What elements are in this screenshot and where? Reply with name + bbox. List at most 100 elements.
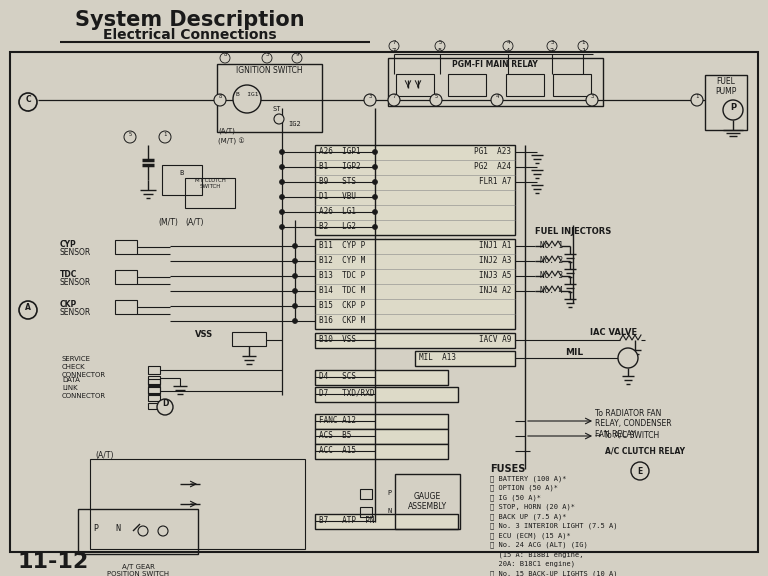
Text: VSS: VSS xyxy=(195,330,214,339)
Text: PGM-FI MAIN RELAY: PGM-FI MAIN RELAY xyxy=(452,60,538,69)
Text: B15  CKP P: B15 CKP P xyxy=(319,301,366,310)
Text: SENSOR: SENSOR xyxy=(60,308,91,317)
Text: PG2  A24: PG2 A24 xyxy=(474,162,511,171)
Text: ⑥ No. 3 INTERIOR LIGHT (7.5 A): ⑥ No. 3 INTERIOR LIGHT (7.5 A) xyxy=(490,522,617,529)
Circle shape xyxy=(293,244,297,248)
Circle shape xyxy=(280,150,284,154)
Circle shape xyxy=(293,319,297,324)
Text: 9: 9 xyxy=(296,52,299,58)
Text: ① BATTERY (100 A)*: ① BATTERY (100 A)* xyxy=(490,475,567,482)
Text: E: E xyxy=(637,467,643,476)
Text: B13  TDC P: B13 TDC P xyxy=(319,271,366,280)
Text: ③ IG (50 A)*: ③ IG (50 A)* xyxy=(490,494,541,501)
Text: P: P xyxy=(388,490,392,496)
Bar xyxy=(315,239,515,329)
Circle shape xyxy=(274,114,284,124)
Text: LINK: LINK xyxy=(62,385,78,391)
Circle shape xyxy=(293,289,297,294)
Text: GAUGE
ASSEMBLY: GAUGE ASSEMBLY xyxy=(408,492,446,511)
Text: 3: 3 xyxy=(551,40,554,44)
Circle shape xyxy=(19,93,37,111)
Bar xyxy=(315,333,515,348)
Circle shape xyxy=(293,304,297,309)
Text: No. 1: No. 1 xyxy=(540,241,563,250)
Bar xyxy=(148,376,160,384)
Circle shape xyxy=(578,41,588,51)
Bar xyxy=(115,240,137,254)
Text: 1: 1 xyxy=(164,131,167,137)
Text: D4   SCS: D4 SCS xyxy=(319,372,356,381)
Bar xyxy=(148,403,160,409)
Bar xyxy=(115,270,137,284)
Text: ④ STOP, HORN (20 A)*: ④ STOP, HORN (20 A)* xyxy=(490,503,575,510)
Circle shape xyxy=(124,131,136,143)
Text: CHECK: CHECK xyxy=(62,364,85,370)
Text: SENSOR: SENSOR xyxy=(60,248,91,257)
Text: INJ2 A3: INJ2 A3 xyxy=(478,256,511,265)
Circle shape xyxy=(293,259,297,263)
Text: 7: 7 xyxy=(392,48,396,54)
Text: C: C xyxy=(25,94,31,104)
Text: P: P xyxy=(730,103,736,112)
Text: B12  CYP M: B12 CYP M xyxy=(319,256,366,265)
Text: B10  VSS: B10 VSS xyxy=(319,335,356,344)
Text: FUEL: FUEL xyxy=(717,77,736,86)
Bar xyxy=(315,444,448,459)
Text: A26  LG1: A26 LG1 xyxy=(319,207,356,216)
Text: D7   TXD/RXD: D7 TXD/RXD xyxy=(319,389,375,398)
Text: System Description: System Description xyxy=(75,10,305,30)
Bar xyxy=(315,370,448,385)
Text: 1: 1 xyxy=(581,48,585,54)
Circle shape xyxy=(586,94,598,106)
Bar xyxy=(148,395,160,401)
Text: (15 A: B18B1 engine,: (15 A: B18B1 engine, xyxy=(490,551,584,558)
Text: A/T GEAR
POSITION SWITCH: A/T GEAR POSITION SWITCH xyxy=(107,564,169,576)
Bar xyxy=(315,145,515,235)
Text: (A/T): (A/T) xyxy=(218,128,235,135)
Circle shape xyxy=(19,301,37,319)
Text: 3: 3 xyxy=(550,48,554,54)
Text: (M/T): (M/T) xyxy=(158,218,178,227)
Circle shape xyxy=(372,210,378,214)
Bar xyxy=(217,64,322,132)
Circle shape xyxy=(372,180,378,184)
Text: 3: 3 xyxy=(266,52,269,58)
Bar xyxy=(315,514,458,529)
Text: To RADIATOR FAN
RELAY, CONDENSER
FAN RELAY: To RADIATOR FAN RELAY, CONDENSER FAN REL… xyxy=(595,409,672,439)
Circle shape xyxy=(389,41,399,51)
Circle shape xyxy=(364,94,376,106)
Text: FUEL INJECTORS: FUEL INJECTORS xyxy=(535,227,611,236)
Bar xyxy=(360,507,372,517)
Circle shape xyxy=(293,274,297,279)
Bar xyxy=(232,332,266,346)
Circle shape xyxy=(372,165,378,169)
Bar xyxy=(396,74,434,96)
Bar xyxy=(315,414,448,429)
Text: B9   STS: B9 STS xyxy=(319,177,356,186)
Text: IG2: IG2 xyxy=(289,121,301,127)
Circle shape xyxy=(280,165,284,169)
Text: 1: 1 xyxy=(581,40,584,44)
Bar xyxy=(148,379,160,385)
Text: ST: ST xyxy=(273,106,281,112)
Text: IAC VALVE: IAC VALVE xyxy=(590,328,637,337)
Text: 20A: B18C1 engine): 20A: B18C1 engine) xyxy=(490,560,575,567)
Text: 8: 8 xyxy=(223,52,227,58)
Bar xyxy=(162,165,202,195)
Bar xyxy=(553,74,591,96)
Text: 3: 3 xyxy=(591,94,594,100)
Circle shape xyxy=(372,195,378,199)
Circle shape xyxy=(233,85,261,113)
Circle shape xyxy=(262,53,272,63)
Text: 4: 4 xyxy=(506,48,510,54)
Circle shape xyxy=(547,41,557,51)
Text: ⑨ No. 15 BACK-UP LIGHTS (10 A): ⑨ No. 15 BACK-UP LIGHTS (10 A) xyxy=(490,570,617,576)
Text: N: N xyxy=(115,524,121,533)
Text: D: D xyxy=(162,400,168,408)
Bar xyxy=(395,474,460,529)
Bar xyxy=(10,52,758,552)
Circle shape xyxy=(157,399,173,415)
Text: D1   VBU: D1 VBU xyxy=(319,192,356,201)
Text: FANC A12: FANC A12 xyxy=(319,416,356,425)
Circle shape xyxy=(280,180,284,184)
